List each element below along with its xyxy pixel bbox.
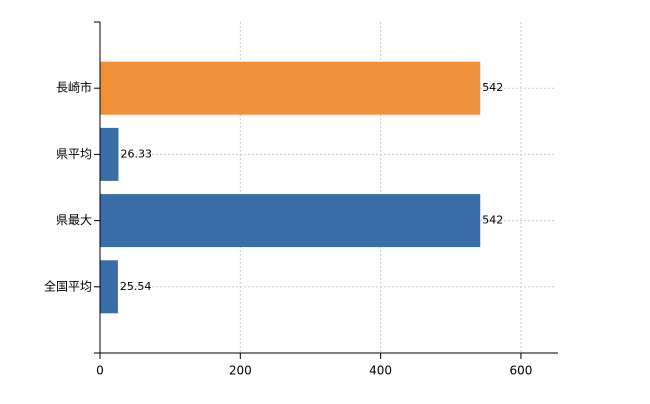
- x-tick-label: 0: [96, 364, 104, 378]
- y-tick-label: 長崎市: [56, 80, 92, 95]
- y-tick-label: 全国平均: [44, 278, 92, 293]
- x-tick-label: 400: [369, 364, 392, 378]
- value-label: 25.54: [120, 280, 152, 293]
- value-label: 26.33: [120, 147, 151, 160]
- bar: [100, 260, 118, 314]
- bar: [100, 61, 481, 115]
- x-tick-label: 600: [509, 364, 532, 378]
- value-label: 542: [482, 214, 503, 227]
- x-tick-label: 200: [229, 364, 252, 378]
- y-tick-label: 県最大: [56, 213, 92, 227]
- y-tick-label: 県平均: [56, 147, 92, 161]
- value-label: 542: [482, 81, 503, 94]
- bar: [100, 127, 119, 181]
- bar: [100, 194, 481, 248]
